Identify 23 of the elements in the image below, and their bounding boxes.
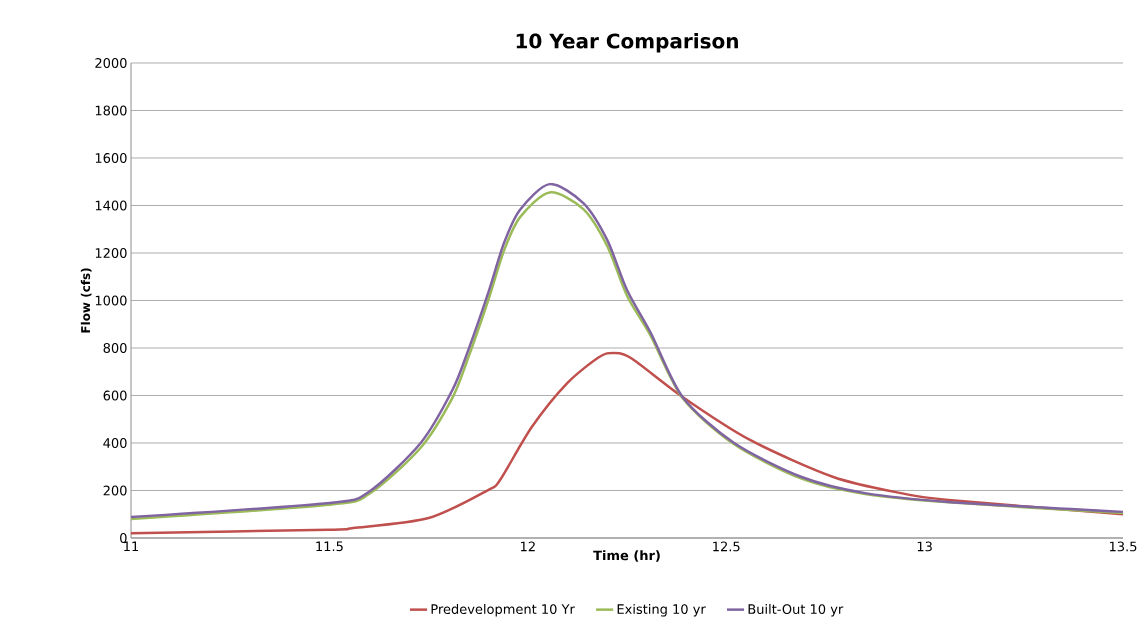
y-tick-label: 1200 xyxy=(95,248,127,258)
x-tick-label: 13 xyxy=(917,541,932,552)
x-tick-label: 12.5 xyxy=(713,541,740,552)
x-tick-label: 11 xyxy=(124,541,139,552)
y-axis-title: Flow (cfs) xyxy=(80,268,92,333)
x-axis-title: Time (hr) xyxy=(593,550,660,562)
y-tick-label: 1000 xyxy=(95,295,127,306)
legend-label: Existing 10 yr xyxy=(617,603,706,617)
y-tick-label: 1800 xyxy=(95,105,127,116)
x-tick-label: 13.5 xyxy=(1109,541,1137,552)
y-tick-label: 200 xyxy=(103,485,127,496)
y-tick-label: 0 xyxy=(120,533,127,543)
legend-label: Built-Out 10 yr xyxy=(748,603,844,617)
y-tick-label: 1600 xyxy=(95,153,127,163)
x-tick-label: 11.5 xyxy=(316,541,343,552)
chart-title: 10 Year Comparison xyxy=(516,33,738,53)
y-tick-label: 1400 xyxy=(95,200,127,211)
y-tick-label: 2000 xyxy=(95,58,127,68)
y-tick-label: 600 xyxy=(103,390,127,401)
y-tick-label: 400 xyxy=(103,438,127,448)
legend-label: Predevelopment 10 Yr xyxy=(431,603,575,617)
y-tick-label: 800 xyxy=(103,343,127,353)
x-tick-label: 12 xyxy=(520,541,535,552)
